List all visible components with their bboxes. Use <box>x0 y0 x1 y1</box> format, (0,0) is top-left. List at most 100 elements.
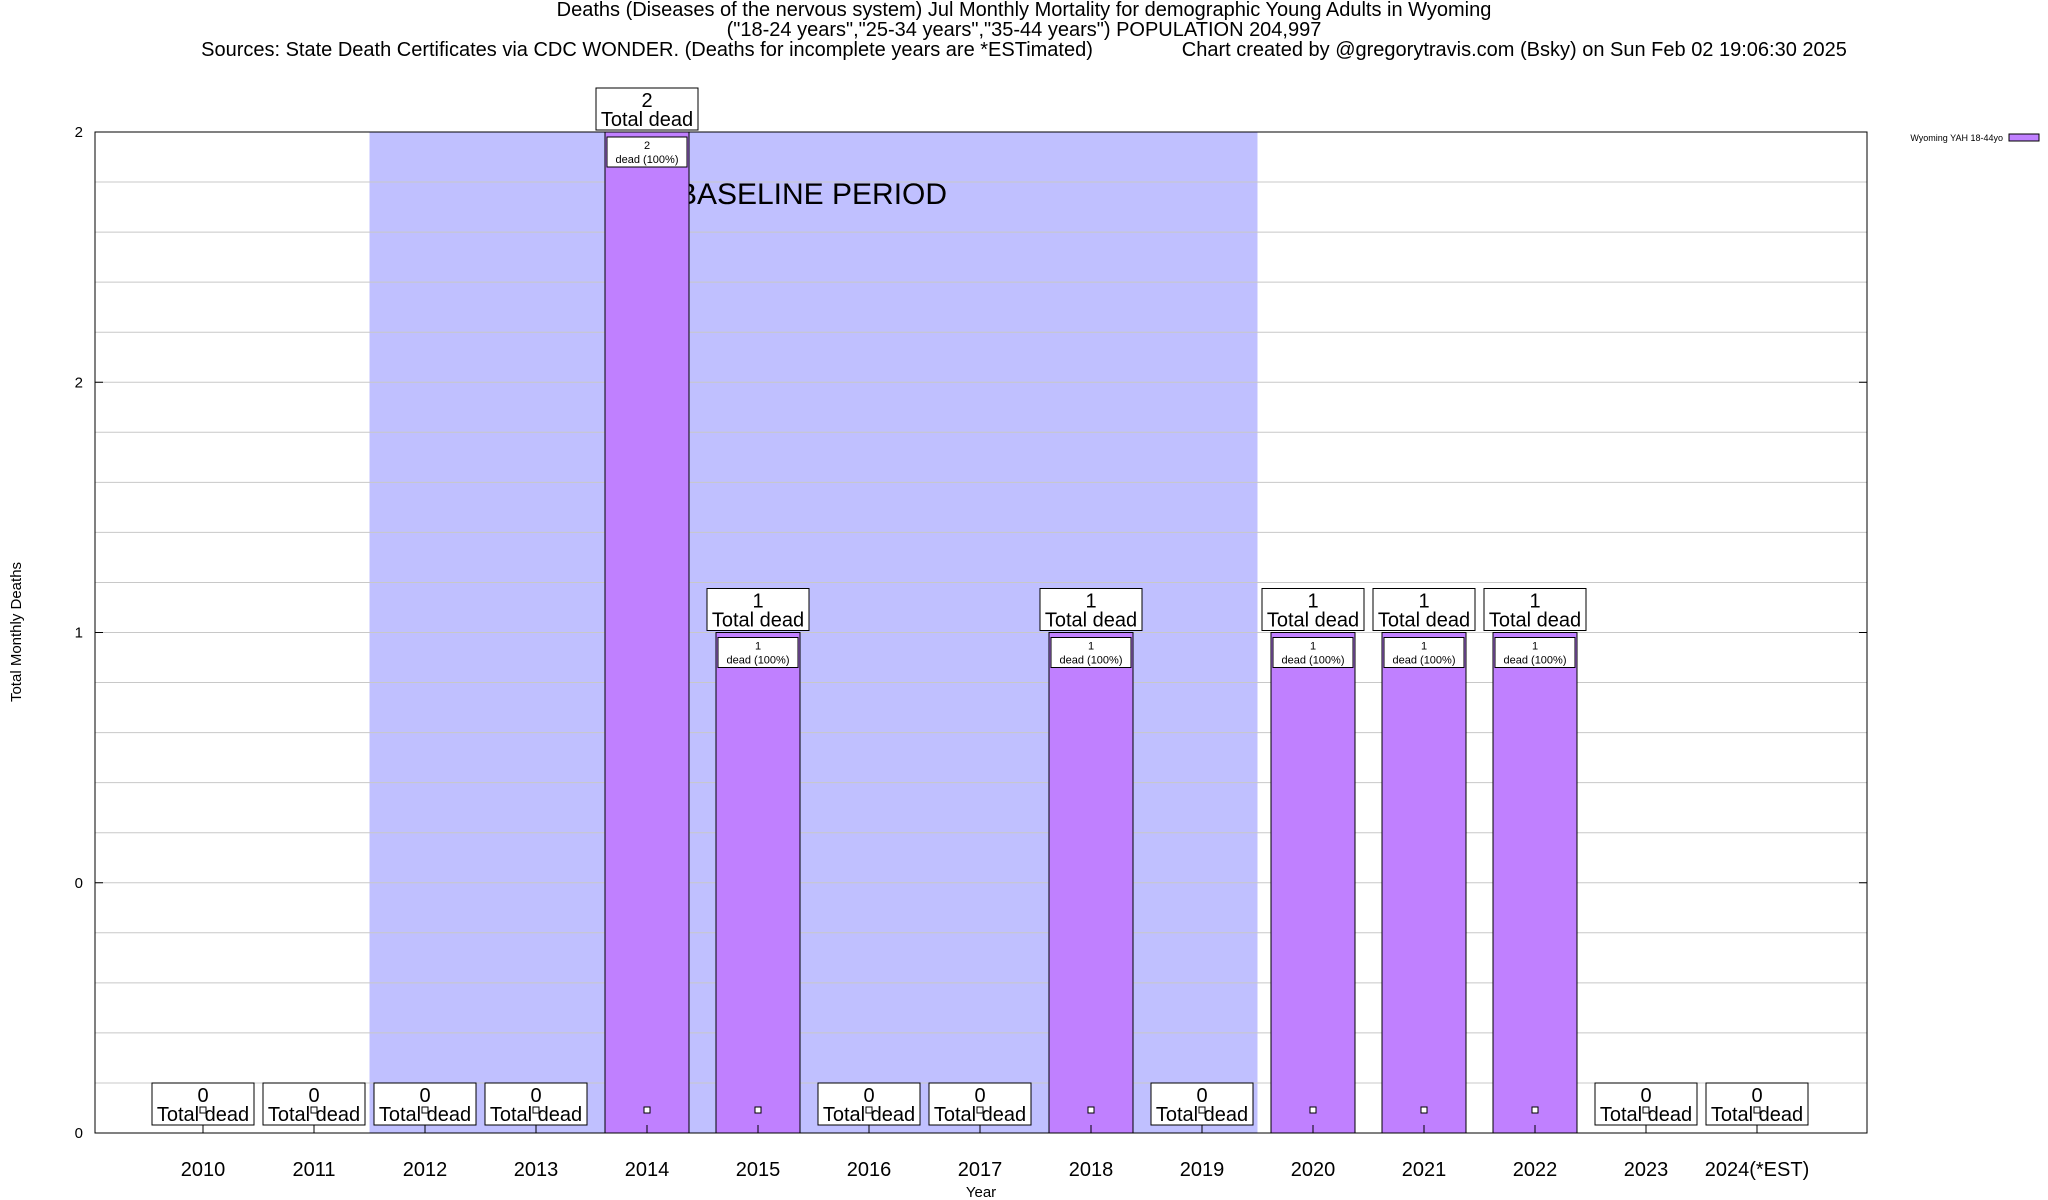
x-tick-label: 2012 <box>403 1159 448 1181</box>
x-tick-marker <box>754 1106 762 1114</box>
total-label-box <box>151 1082 255 1126</box>
total-label-box <box>1594 1082 1698 1126</box>
bar-inner-label-box <box>1383 637 1465 668</box>
x-tick-marker <box>1309 1106 1317 1114</box>
x-tick-label: 2013 <box>514 1159 559 1181</box>
bar-2014 <box>604 131 690 1134</box>
bar-inner-label: dead (100%) <box>1060 655 1123 667</box>
x-tick-marker <box>976 1106 984 1114</box>
x-tick-marker <box>1642 1106 1650 1114</box>
total-value-label: 1 <box>752 591 763 613</box>
x-tick-marker <box>1198 1106 1206 1114</box>
total-dead-label: Total dead <box>268 1104 360 1126</box>
x-tick-marker <box>1087 1106 1095 1114</box>
bar-inner-label-box <box>1272 637 1354 668</box>
total-value-label: 1 <box>1085 591 1096 613</box>
bar-inner-label: dead (100%) <box>1393 655 1456 667</box>
x-tick-label: 2020 <box>1291 1159 1336 1181</box>
bar-inner-value: 1 <box>1421 641 1427 653</box>
bar-inner-value: 1 <box>1532 641 1538 653</box>
total-label-box <box>1372 588 1476 631</box>
total-dead-label: Total dead <box>823 1104 915 1126</box>
total-value-label: 0 <box>974 1085 985 1107</box>
total-dead-label: Total dead <box>1489 610 1581 632</box>
bar-inner-value: 1 <box>755 641 761 653</box>
bar-inner-value: 2 <box>644 140 650 152</box>
total-value-label: 0 <box>863 1085 874 1107</box>
total-label-box <box>484 1082 588 1126</box>
total-value-label: 0 <box>308 1085 319 1107</box>
chart-subtitle: ("18-24 years","25-34 years","35-44 year… <box>726 19 1322 41</box>
x-tick-label: 2010 <box>181 1159 226 1181</box>
total-label-box <box>817 1082 921 1126</box>
bar-inner-label: dead (100%) <box>1282 655 1345 667</box>
total-dead-label: Total dead <box>934 1104 1026 1126</box>
total-label-box <box>928 1082 1032 1126</box>
x-tick-label: 2023 <box>1624 1159 1669 1181</box>
x-tick-label: 2016 <box>847 1159 892 1181</box>
chart-source-line: Sources: State Death Certificates via CD… <box>201 39 1847 61</box>
total-dead-label: Total dead <box>1378 610 1470 632</box>
x-tick-marker <box>199 1106 207 1114</box>
x-tick-label: 2019 <box>1180 1159 1225 1181</box>
legend-swatch <box>2008 133 2040 142</box>
x-tick-marker <box>532 1106 540 1114</box>
total-value-label: 0 <box>1751 1085 1762 1107</box>
bar-inner-label-box <box>1050 637 1132 668</box>
x-tick-marker <box>865 1106 873 1114</box>
total-label-box <box>1705 1082 1809 1126</box>
total-dead-label: Total dead <box>1267 610 1359 632</box>
total-value-label: 0 <box>1196 1085 1207 1107</box>
total-dead-label: Total dead <box>379 1104 471 1126</box>
bar-inner-label-box <box>606 136 688 168</box>
total-label-box <box>1483 588 1587 631</box>
total-value-label: 1 <box>1307 591 1318 613</box>
total-label-box <box>706 588 810 631</box>
total-label-box <box>595 87 699 131</box>
bar-2021 <box>1381 632 1467 1134</box>
x-tick-label: 2014 <box>625 1159 670 1181</box>
y-tick-label: 2 <box>75 374 83 391</box>
total-value-label: 2 <box>641 90 652 112</box>
x-tick-marker <box>421 1106 429 1114</box>
x-tick-marker <box>643 1106 651 1114</box>
bar-inner-label-box <box>717 637 799 668</box>
total-label-box <box>1039 588 1143 631</box>
total-label-box <box>373 1082 477 1126</box>
x-tick-label: 2017 <box>958 1159 1003 1181</box>
total-label-box <box>262 1082 366 1126</box>
plot-frame <box>94 131 1868 1134</box>
y-tick-label: 2 <box>75 124 83 141</box>
bar-inner-value: 1 <box>1088 641 1094 653</box>
x-tick-label: 2018 <box>1069 1159 1114 1181</box>
x-tick-marker <box>1753 1106 1761 1114</box>
total-dead-label: Total dead <box>1600 1104 1692 1126</box>
total-dead-label: Total dead <box>157 1104 249 1126</box>
x-axis-label: Year <box>966 1184 996 1200</box>
chart-titles: Deaths (Diseases of the nervous system) … <box>0 0 2048 60</box>
x-tick-label: 2011 <box>292 1159 335 1181</box>
y-tick-label: 0 <box>75 875 83 892</box>
total-dead-label: Total dead <box>1711 1104 1803 1126</box>
legend-entry-label: Wyoming YAH 18-44yo <box>1910 133 2003 143</box>
baseline-period-label: BASELINE PERIOD <box>677 178 947 211</box>
chart-title: Deaths (Diseases of the nervous system) … <box>556 0 1492 21</box>
bar-inner-label-box <box>1494 637 1576 668</box>
bar-2020 <box>1270 632 1356 1134</box>
total-dead-label: Total dead <box>712 610 804 632</box>
bar-2022 <box>1492 632 1578 1134</box>
bar-2018 <box>1048 632 1134 1134</box>
x-tick-marker <box>310 1106 318 1114</box>
total-label-box <box>1261 588 1365 631</box>
total-value-label: 0 <box>197 1085 208 1107</box>
x-tick-label: 2015 <box>736 1159 781 1181</box>
x-tick-label: 2024(*EST) <box>1705 1159 1810 1181</box>
total-label-box <box>1150 1082 1254 1126</box>
x-tick-label: 2022 <box>1513 1159 1558 1181</box>
x-tick-marker <box>1420 1106 1428 1114</box>
x-tick-label: 2021 <box>1402 1159 1447 1181</box>
bar-inner-value: 1 <box>1310 641 1316 653</box>
total-value-label: 0 <box>419 1085 430 1107</box>
total-value-label: 1 <box>1418 591 1429 613</box>
